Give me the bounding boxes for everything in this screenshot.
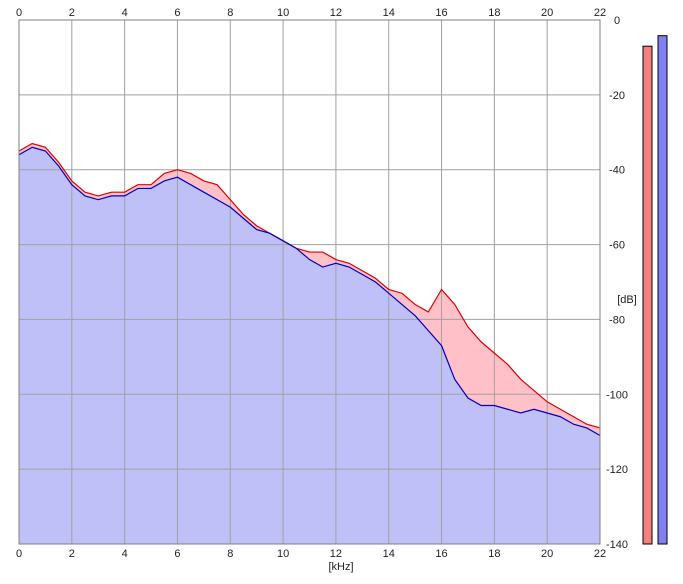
x-tick-label-top: 4 (122, 7, 128, 19)
x-tick-label-top: 14 (383, 7, 395, 19)
x-tick-label-top: 18 (488, 7, 500, 19)
x-tick-label-bottom: 10 (277, 548, 289, 560)
spectrum-fill-2 (19, 147, 600, 544)
y-tick-label: -20 (609, 90, 625, 102)
x-tick-label-bottom: 8 (227, 548, 233, 560)
level-meter-1 (642, 45, 653, 545)
x-tick-label-bottom: 22 (594, 548, 606, 560)
spectrum-lines (18, 142, 601, 436)
y-axis-unit: [dB] (617, 294, 637, 306)
spectrum-fills (19, 143, 600, 544)
y-tick-label: -80 (609, 314, 625, 326)
x-tick-label-top: 20 (541, 7, 553, 19)
x-tick-label-bottom: 6 (174, 548, 180, 560)
x-tick-label-top: 10 (277, 7, 289, 19)
y-tick-label: -120 (606, 464, 628, 476)
x-axis-unit: [kHz] (328, 561, 353, 573)
x-tick-label-top: 22 (594, 7, 606, 19)
level-meters (642, 35, 668, 545)
x-tick-label-top: 8 (227, 7, 233, 19)
y-tick-label: -40 (609, 165, 625, 177)
x-tick-label-bottom: 4 (122, 548, 128, 560)
x-tick-label-top: 12 (330, 7, 342, 19)
spectrum-line-1 (18, 142, 601, 429)
x-tick-label-top: 0 (16, 7, 22, 19)
plot-border (18, 19, 601, 545)
x-tick-label-top: 2 (69, 7, 75, 19)
y-tick-label: 0 (614, 15, 620, 27)
spectrum-line-2 (18, 146, 601, 436)
tick-labels: 002244668810101212141416161818202022220-… (16, 7, 628, 560)
x-tick-label-top: 16 (435, 7, 447, 19)
level-meter-2 (657, 35, 668, 545)
x-tick-label-top: 6 (174, 7, 180, 19)
y-tick-label: -60 (609, 240, 625, 252)
x-tick-label-bottom: 18 (488, 548, 500, 560)
x-tick-label-bottom: 12 (330, 548, 342, 560)
x-tick-label-bottom: 20 (541, 548, 553, 560)
y-tick-label: -140 (606, 539, 628, 551)
x-tick-label-bottom: 16 (435, 548, 447, 560)
y-tick-label: -100 (606, 389, 628, 401)
x-tick-label-bottom: 14 (383, 548, 395, 560)
x-tick-label-bottom: 2 (69, 548, 75, 560)
x-tick-label-bottom: 0 (16, 548, 22, 560)
